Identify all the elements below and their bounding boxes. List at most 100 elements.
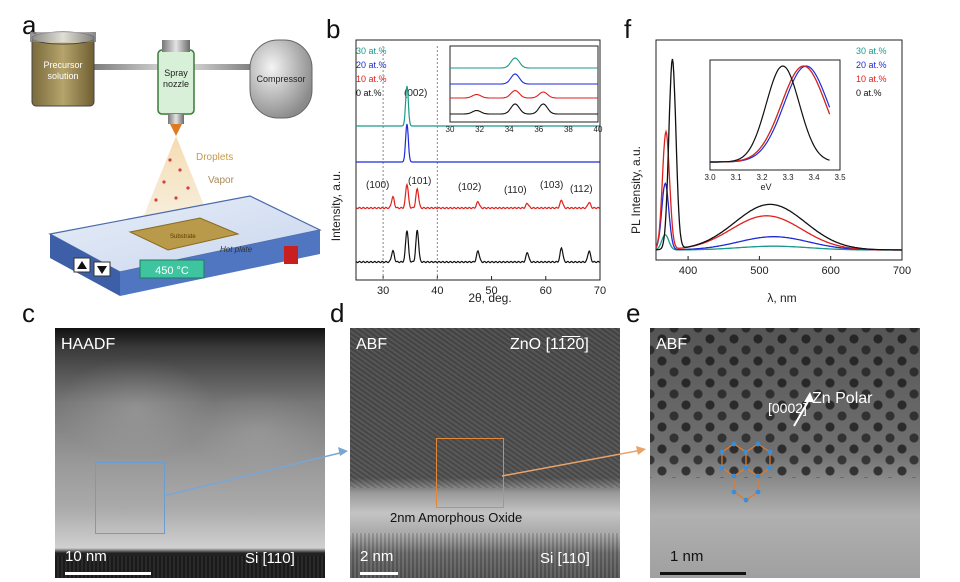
pl-inset-tick-label-3.3: 3.3 <box>782 173 794 182</box>
panel-d-letter: d <box>330 298 345 328</box>
xrd-xtick-label-40: 40 <box>431 285 443 297</box>
pl-xtick-label-600: 600 <box>822 265 840 277</box>
abf-scalebar-label: 2 nm <box>360 548 394 565</box>
pl-xtick-label-700: 700 <box>893 265 911 277</box>
haadf-scalebar-label: 10 nm <box>65 548 107 565</box>
precursor-label-2: solution <box>47 71 78 81</box>
xrd-legend-0: 0 at.% <box>356 88 382 98</box>
peak-112: (112) <box>570 184 593 195</box>
svg-text:nozzle: nozzle <box>163 79 189 89</box>
pl-xlabel: λ, nm <box>767 291 796 305</box>
up-triangle-icon <box>77 261 87 269</box>
pl-chart: PL Intensity, a.u. λ, nm 30 at.% 20 at.%… <box>629 39 911 305</box>
xrd-inset-tick-label-38: 38 <box>564 125 573 134</box>
pl-legend-0: 0 at.% <box>856 88 882 98</box>
xrd-line-30at <box>356 85 600 127</box>
spray-nozzle: Spray nozzle <box>157 40 195 136</box>
panel-c-letter: c <box>22 298 35 328</box>
abf-orientation: Si [110] <box>540 550 590 567</box>
abf-roi-box <box>436 438 504 508</box>
panel-f-letter: f <box>624 14 632 44</box>
abf-zoom-scalebar-label: 1 nm <box>670 548 704 565</box>
atom-model-overlay <box>719 441 773 503</box>
xrd-inset-tick-label-34: 34 <box>505 125 514 134</box>
xrd-inset-tick-label-36: 36 <box>534 125 543 134</box>
xrd-legend-20: 20 at.% <box>356 60 387 70</box>
abf-mode-label: ABF <box>356 336 388 353</box>
xrd-line-10at <box>355 182 600 210</box>
pl-inset-tick-label-3: 3.0 <box>704 173 716 182</box>
xrd-inset-line-30at <box>450 57 598 69</box>
pl-legend-30: 30 at.% <box>856 46 887 56</box>
abf-zoom-mode-label: ABF <box>656 336 688 353</box>
pl-inset-xlabel: eV <box>760 182 771 192</box>
pl-ylabel: PL Intensity, a.u. <box>629 146 643 234</box>
hot-plate: Substrate Hot plate 450 °C <box>48 195 322 296</box>
precursor-beaker: Precursor solution <box>30 31 96 107</box>
pl-inset-tick-label-3.1: 3.1 <box>730 173 742 182</box>
peak-002: (002) <box>404 88 427 99</box>
hotplate-label: Hot plate <box>220 245 253 254</box>
pl-legend-20: 20 at.% <box>856 60 887 70</box>
xrd-line-0at <box>355 229 600 264</box>
pl-xtick-label-500: 500 <box>750 265 768 277</box>
xrd-inset-tick-label-40: 40 <box>594 125 603 134</box>
haadf-scalebar <box>65 572 151 575</box>
pl-legend: 30 at.% 20 at.% 10 at.% 0 at.% <box>856 46 887 98</box>
panel-e-letter: e <box>626 298 641 328</box>
xrd-plot-frame <box>355 39 601 281</box>
svg-text:Compressor: Compressor <box>256 74 305 84</box>
xrd-inset-line-20at <box>450 73 598 85</box>
compressor: Compressor <box>249 39 313 119</box>
pl-line-20at <box>655 182 902 251</box>
pl-inset-line-0at <box>710 65 830 163</box>
peak-103: (103) <box>540 180 563 191</box>
xrd-xlabel: 2θ, deg. <box>468 291 511 305</box>
droplets-label: Droplets <box>196 152 233 163</box>
xrd-chart: Intensity, a.u. 2θ, deg. 30 at.% 20 at.%… <box>329 39 606 305</box>
abf-zoom-image: ABF [0002] Zn Polar 1 nm <box>650 328 920 578</box>
pl-plot-frame <box>655 39 903 261</box>
polarity-arrow-icon <box>793 392 814 427</box>
polarity-label: Zn Polar <box>812 390 873 407</box>
xrd-xtick-label-70: 70 <box>594 285 606 297</box>
xrd-inset-line-10at <box>450 89 598 99</box>
peak-110: (110) <box>504 185 527 196</box>
peak-100: (100) <box>366 180 389 191</box>
xrd-xtick-label-60: 60 <box>540 285 552 297</box>
xrd-inset-tick-label-30: 30 <box>446 125 455 134</box>
svg-text:Spray: Spray <box>164 68 188 78</box>
peak-102: (102) <box>458 182 481 193</box>
xrd-line-20at <box>356 123 600 163</box>
spray-pyrolysis-diagram: Precursor solution Spray nozzle Compress… <box>30 31 322 296</box>
pl-inset-tick-label-3.4: 3.4 <box>808 173 820 182</box>
substrate-label: Substrate <box>170 234 196 240</box>
temperature-display: 450 °C <box>155 265 189 277</box>
peak-101: (101) <box>408 176 431 187</box>
haadf-image: HAADF 10 nm Si [110] <box>55 328 325 578</box>
xrd-inset-tick-label-32: 32 <box>475 125 484 134</box>
abf-zoom-scalebar <box>660 572 746 575</box>
direction-label: [0002] <box>768 400 807 416</box>
pl-line-0at <box>655 58 902 251</box>
pl-inset-tick-label-3.5: 3.5 <box>834 173 846 182</box>
xrd-inset-line-0at <box>450 103 598 115</box>
down-triangle-icon <box>97 266 107 274</box>
amorphous-oxide-label: 2nm Amorphous Oxide <box>390 510 523 525</box>
haadf-roi-box <box>95 462 165 534</box>
xrd-ylabel: Intensity, a.u. <box>329 171 343 241</box>
pl-xtick-label-400: 400 <box>679 265 697 277</box>
pl-legend-10: 10 at.% <box>856 74 887 84</box>
abf-zone-label: ZnO [11̅2̅̅0] <box>510 336 589 353</box>
haadf-orientation: Si [110] <box>245 550 295 567</box>
abf-scalebar <box>360 572 398 575</box>
xrd-xtick-label-30: 30 <box>377 285 389 297</box>
xrd-legend: 30 at.% 20 at.% 10 at.% 0 at.% <box>356 46 387 98</box>
precursor-label-1: Precursor <box>43 60 82 70</box>
pl-inset-tick-label-3.2: 3.2 <box>756 173 768 182</box>
vapor-label: Vapor <box>208 175 235 186</box>
abf-image: ABF ZnO [11̅2̅̅0] 2nm Amorphous Oxide 2 … <box>350 328 620 578</box>
panel-b-letter: b <box>326 14 341 44</box>
xrd-xtick-label-50: 50 <box>485 285 497 297</box>
xrd-legend-10: 10 at.% <box>356 74 387 84</box>
